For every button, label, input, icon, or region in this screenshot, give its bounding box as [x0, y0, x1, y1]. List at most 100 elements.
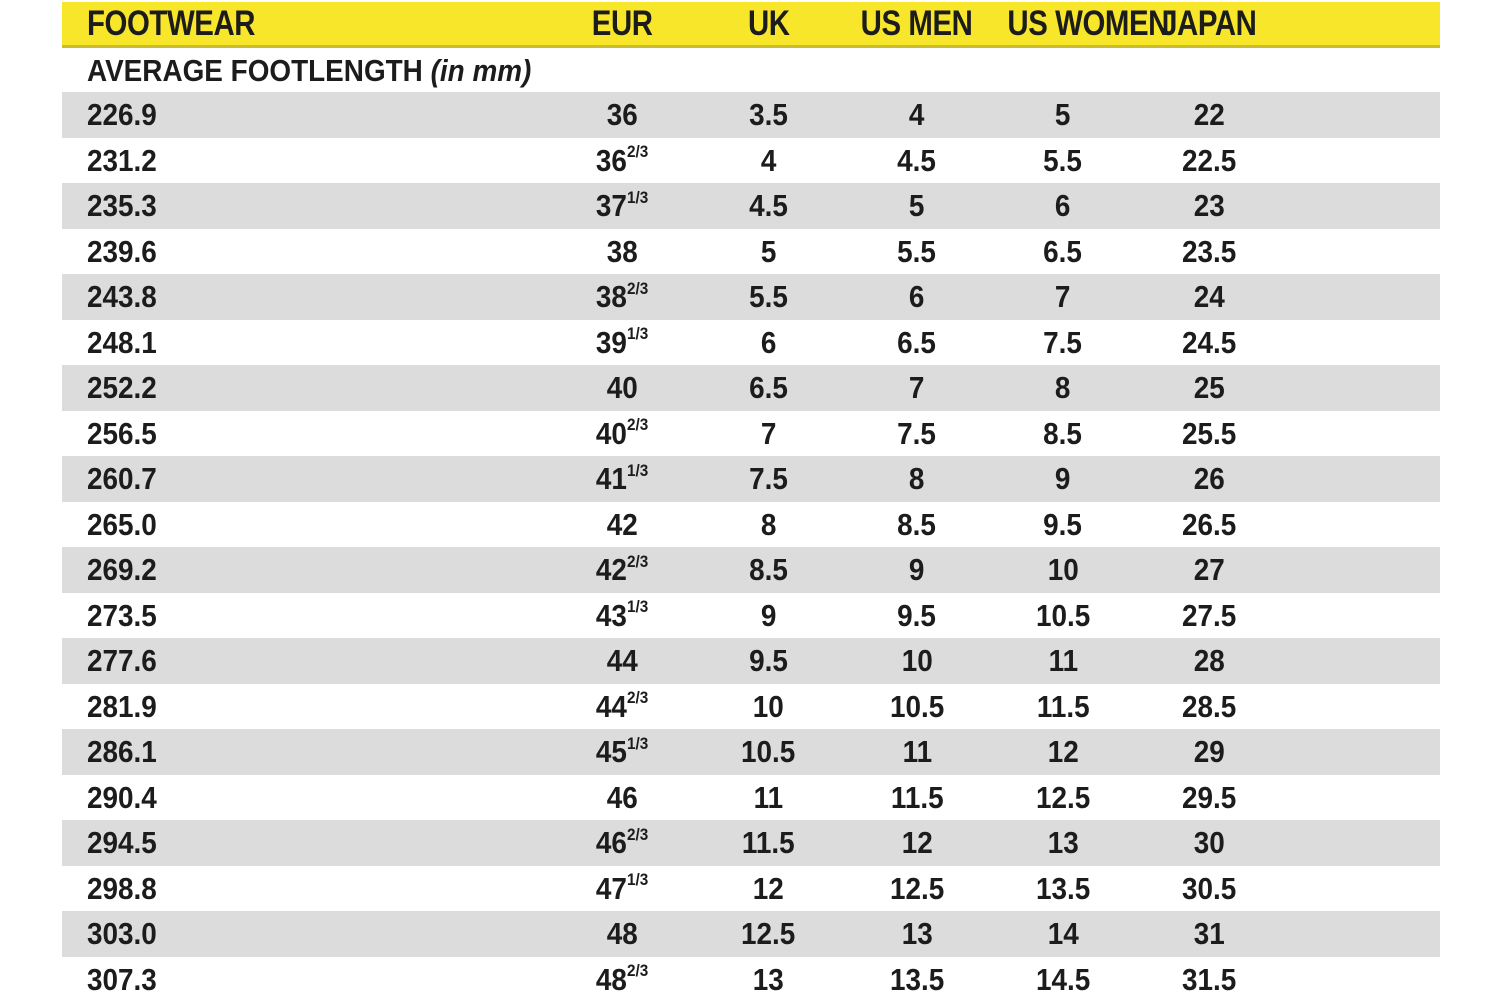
- cell-value: 402/3: [596, 415, 649, 451]
- cell-uk: 12.5: [695, 918, 842, 949]
- cell-value: 362/3: [596, 142, 649, 178]
- eur-fraction-superscript: 2/3: [627, 551, 649, 571]
- cell-value: 12.5: [889, 870, 945, 906]
- table-row: 277.6 44 9.5 10 11 28: [62, 638, 1440, 684]
- cell-uk: 7.5: [695, 463, 842, 494]
- cell-value: 256.5: [87, 415, 157, 451]
- cell-us-women: 11: [992, 645, 1134, 676]
- cell-us-women: 12.5: [992, 782, 1134, 813]
- cell-value: 29: [1193, 734, 1225, 770]
- column-header-japan-label: JAPAN: [1161, 4, 1257, 43]
- cell-footwear: 231.2: [62, 145, 550, 176]
- cell-value: 9.5: [749, 643, 788, 679]
- cell-uk: 9.5: [695, 645, 842, 676]
- cell-value: 12.5: [1035, 779, 1091, 815]
- cell-value: 226.9: [87, 97, 157, 133]
- cell-value: 10: [1047, 552, 1079, 588]
- cell-footwear: 248.1: [62, 327, 550, 358]
- column-header-eur: EUR: [550, 6, 695, 41]
- cell-us-men: 7: [842, 372, 992, 403]
- cell-japan: 23: [1134, 190, 1284, 221]
- cell-value: 8.5: [749, 552, 788, 588]
- cell-value: 10.5: [889, 688, 945, 724]
- cell-us-women: 14.5: [992, 964, 1134, 995]
- cell-us-men: 7.5: [842, 418, 992, 449]
- cell-us-women: 7: [992, 281, 1134, 312]
- cell-us-men: 12: [842, 827, 992, 858]
- cell-japan: 28.5: [1134, 691, 1284, 722]
- table-row: 294.5 462/3 11.5 12 13 30: [62, 820, 1440, 866]
- cell-japan: 22: [1134, 99, 1284, 130]
- cell-value: 11.5: [1036, 688, 1090, 724]
- cell-value: 13.5: [889, 961, 945, 997]
- column-header-us-men-label: US MEN: [861, 4, 973, 43]
- cell-value: 9.5: [1043, 506, 1083, 542]
- column-header-eur-label: EUR: [592, 4, 653, 43]
- cell-value: 235.3: [87, 188, 157, 224]
- cell-footwear: 252.2: [62, 372, 550, 403]
- cell-value: 31.5: [1181, 961, 1237, 997]
- cell-uk: 5: [695, 236, 842, 267]
- eur-fraction-superscript: 1/3: [627, 187, 649, 207]
- cell-value: 26: [1193, 461, 1225, 497]
- cell-value: 269.2: [87, 552, 157, 588]
- cell-us-men: 6.5: [842, 327, 992, 358]
- cell-footwear: 269.2: [62, 554, 550, 585]
- cell-us-women: 9: [992, 463, 1134, 494]
- cell-us-women: 8: [992, 372, 1134, 403]
- cell-japan: 26.5: [1134, 509, 1284, 540]
- cell-japan: 25: [1134, 372, 1284, 403]
- cell-japan: 24: [1134, 281, 1284, 312]
- cell-eur: 48: [550, 918, 695, 949]
- cell-us-women: 6: [992, 190, 1134, 221]
- cell-us-men: 9.5: [842, 600, 992, 631]
- eur-fraction-superscript: 1/3: [627, 460, 649, 480]
- cell-us-women: 11.5: [992, 691, 1134, 722]
- subheader-text: AVERAGE FOOTLENGTH (in mm): [87, 55, 531, 86]
- cell-us-men: 5.5: [842, 236, 992, 267]
- cell-value: 6: [909, 279, 925, 315]
- cell-value: 40: [606, 370, 639, 406]
- cell-eur: 38: [550, 236, 695, 267]
- cell-value: 14.5: [1035, 961, 1091, 997]
- cell-value: 10: [752, 688, 785, 724]
- cell-footwear: 298.8: [62, 873, 550, 904]
- table-row: 231.2 362/3 4 4.5 5.5 22.5: [62, 137, 1440, 183]
- cell-us-men: 8.5: [842, 509, 992, 540]
- cell-value: 27: [1193, 552, 1225, 588]
- cell-footwear: 281.9: [62, 691, 550, 722]
- cell-eur: 42: [550, 509, 695, 540]
- column-header-japan: JAPAN: [1134, 6, 1284, 41]
- cell-value: 4.5: [897, 142, 937, 178]
- cell-eur: 431/3: [550, 598, 695, 630]
- cell-uk: 3.5: [695, 99, 842, 130]
- cell-eur: 451/3: [550, 735, 695, 767]
- column-header-uk-label: UK: [747, 4, 790, 43]
- cell-value: 243.8: [87, 279, 157, 315]
- cell-japan: 26: [1134, 463, 1284, 494]
- cell-value: 11.5: [890, 779, 944, 815]
- cell-value: 482/3: [596, 961, 649, 997]
- cell-value: 411/3: [596, 460, 649, 497]
- table-row: 273.5 431/3 9 9.5 10.5 27.5: [62, 592, 1440, 638]
- cell-footwear: 303.0: [62, 918, 550, 949]
- cell-value: 4: [760, 142, 777, 178]
- cell-eur: 371/3: [550, 187, 695, 221]
- cell-value: 29.5: [1181, 779, 1237, 815]
- cell-us-women: 6.5: [992, 236, 1134, 267]
- table-row: 226.9 36 3.5 4 5 22: [62, 92, 1440, 138]
- cell-uk: 8.5: [695, 554, 842, 585]
- column-header-us-men: US MEN: [842, 6, 992, 41]
- cell-us-men: 10.5: [842, 691, 992, 722]
- cell-us-men: 13: [842, 918, 992, 949]
- cell-value: 11: [753, 779, 784, 815]
- cell-uk: 11: [695, 782, 842, 813]
- cell-value: 5.5: [1043, 142, 1083, 178]
- cell-us-women: 13.5: [992, 873, 1134, 904]
- cell-footwear: 294.5: [62, 827, 550, 858]
- cell-eur: 402/3: [550, 415, 695, 451]
- cell-value: 4.5: [749, 188, 788, 224]
- cell-value: 294.5: [87, 825, 157, 861]
- table-row: 307.3 482/3 13 13.5 14.5 31.5: [62, 956, 1440, 1000]
- cell-value: 442/3: [596, 688, 649, 724]
